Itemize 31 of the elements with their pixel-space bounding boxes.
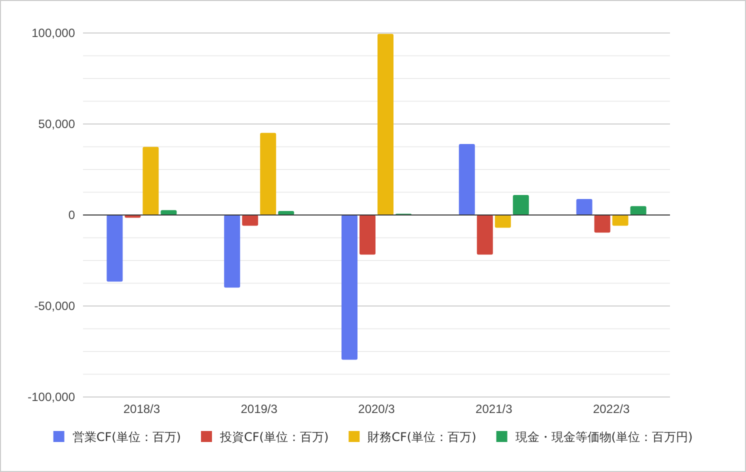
- bar: [512, 194, 529, 215]
- x-tick-label: 2018/3: [123, 402, 160, 416]
- bar: [630, 206, 646, 215]
- legend-label: 財務CF(単位：百万): [368, 430, 476, 444]
- y-tick-label: 100,000: [32, 26, 76, 40]
- bar: [160, 210, 177, 215]
- bar: [142, 146, 159, 215]
- bar: [576, 198, 592, 215]
- y-tick-label: -50,000: [34, 299, 76, 313]
- bar: [458, 144, 475, 215]
- bar: [494, 215, 511, 228]
- legend-label: 現金・現金等価物(単位：百万円): [515, 430, 693, 444]
- bar: [360, 215, 376, 255]
- bar: [378, 34, 394, 215]
- x-tick-label: 2019/3: [240, 402, 278, 416]
- bar: [260, 132, 276, 215]
- bar: [242, 215, 258, 226]
- legend-label: 投資CF(単位：百万): [218, 430, 329, 444]
- bar: [594, 215, 610, 233]
- bar: [612, 215, 628, 226]
- legend-label: 営業CF(単位：百万): [72, 430, 181, 444]
- x-tick-label: 2022/3: [592, 402, 630, 416]
- x-tick-label: 2020/3: [358, 402, 396, 416]
- bar: [224, 215, 240, 288]
- y-tick-label: 50,000: [38, 117, 76, 131]
- y-tick-label: 0: [68, 208, 76, 222]
- bar: [106, 215, 123, 282]
- x-tick-label: 2021/3: [476, 402, 513, 416]
- bar: [476, 215, 493, 255]
- y-tick-label: -100,000: [28, 390, 76, 404]
- bar: [342, 215, 358, 360]
